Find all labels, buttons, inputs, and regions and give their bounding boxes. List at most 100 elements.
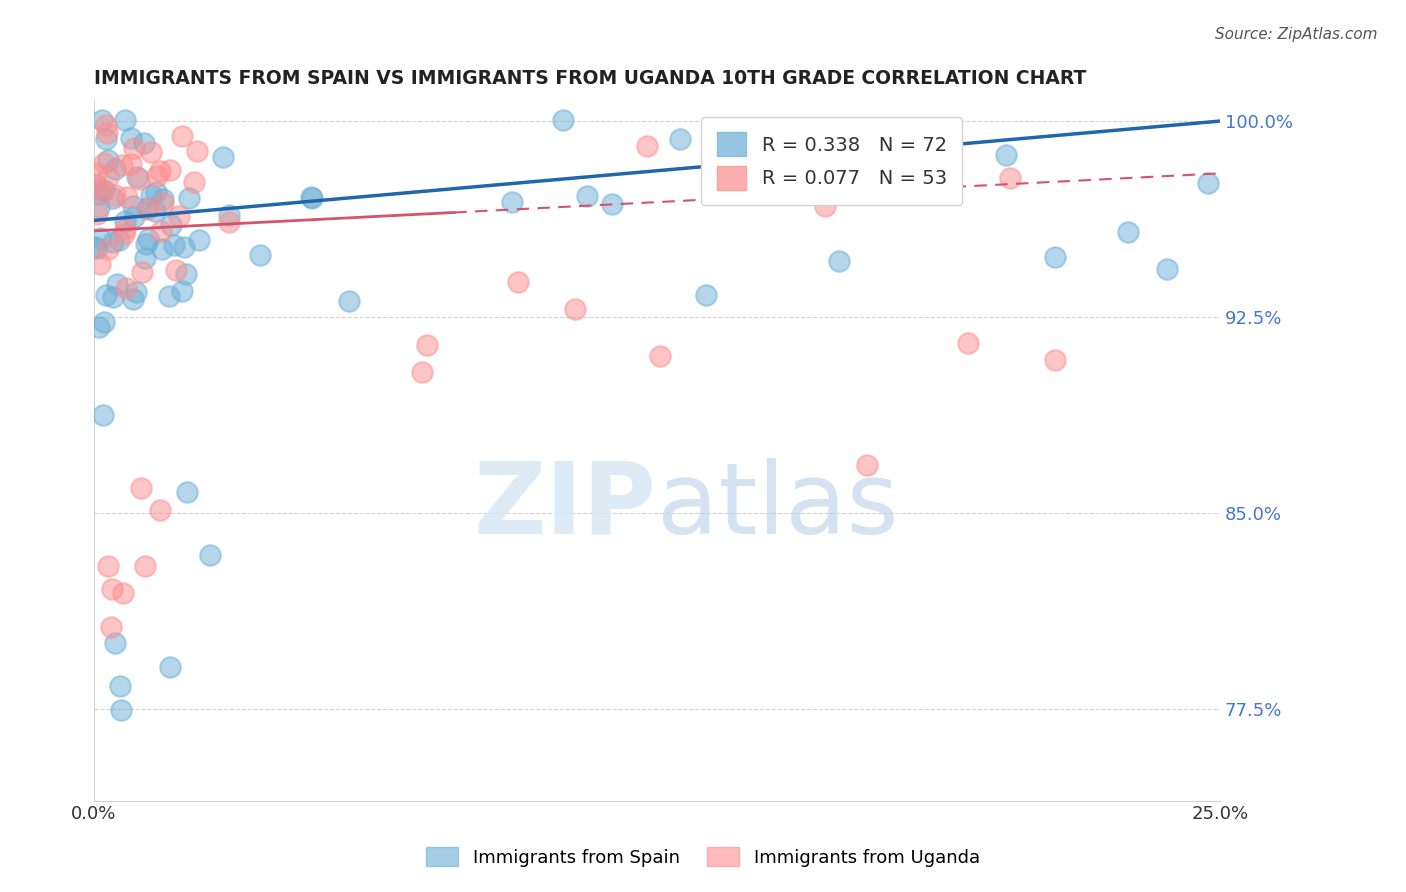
Legend: Immigrants from Spain, Immigrants from Uganda: Immigrants from Spain, Immigrants from U… — [419, 840, 987, 874]
Immigrants from Spain — [695, 288, 717, 302]
Immigrants from Spain — [173, 240, 195, 254]
Immigrants from Spain — [188, 234, 211, 248]
Immigrants from Spain — [157, 289, 180, 303]
Immigrants from Uganda — [856, 458, 879, 472]
Immigrants from Uganda — [165, 263, 187, 277]
Immigrants from Spain — [828, 254, 851, 268]
Immigrants from Spain — [143, 203, 166, 218]
Immigrants from Spain — [212, 150, 235, 164]
Immigrants from Uganda — [790, 152, 813, 166]
Immigrants from Uganda — [636, 139, 658, 153]
Immigrants from Uganda — [145, 169, 167, 183]
Immigrants from Spain — [105, 277, 128, 291]
Immigrants from Uganda — [97, 242, 120, 256]
Immigrants from Spain — [91, 112, 114, 127]
Immigrants from Uganda — [650, 349, 672, 363]
Immigrants from Spain — [104, 161, 127, 176]
Immigrants from Spain — [163, 237, 186, 252]
Immigrants from Uganda — [150, 224, 173, 238]
Immigrants from Spain — [139, 188, 162, 202]
Immigrants from Spain — [994, 148, 1017, 162]
Immigrants from Spain — [121, 292, 143, 306]
Legend: R = 0.338   N = 72, R = 0.077   N = 53: R = 0.338 N = 72, R = 0.077 N = 53 — [702, 117, 962, 205]
Immigrants from Spain — [299, 190, 322, 204]
Immigrants from Spain — [84, 178, 107, 192]
Immigrants from Uganda — [416, 338, 439, 352]
Immigrants from Uganda — [506, 275, 529, 289]
Immigrants from Spain — [301, 191, 323, 205]
Immigrants from Spain — [104, 636, 127, 650]
Immigrants from Spain — [125, 170, 148, 185]
Immigrants from Spain — [179, 191, 201, 205]
Immigrants from Uganda — [1043, 353, 1066, 368]
Immigrants from Uganda — [183, 175, 205, 189]
Immigrants from Uganda — [131, 265, 153, 279]
Immigrants from Uganda — [97, 559, 120, 574]
Immigrants from Spain — [89, 319, 111, 334]
Immigrants from Spain — [101, 191, 124, 205]
Immigrants from Spain — [200, 548, 222, 562]
Immigrants from Spain — [93, 315, 115, 329]
Immigrants from Spain — [110, 703, 132, 717]
Immigrants from Uganda — [131, 481, 153, 495]
Immigrants from Uganda — [112, 586, 135, 600]
Immigrants from Spain — [83, 240, 105, 254]
Immigrants from Uganda — [169, 210, 191, 224]
Immigrants from Spain — [132, 136, 155, 151]
Immigrants from Uganda — [814, 199, 837, 213]
Immigrants from Uganda — [186, 144, 208, 158]
Immigrants from Spain — [136, 232, 159, 246]
Immigrants from Spain — [501, 194, 523, 209]
Immigrants from Spain — [160, 219, 183, 233]
Immigrants from Uganda — [96, 118, 118, 132]
Immigrants from Spain — [768, 123, 790, 137]
Immigrants from Uganda — [957, 336, 980, 351]
Immigrants from Uganda — [111, 158, 134, 172]
Immigrants from Spain — [1045, 250, 1067, 264]
Immigrants from Spain — [176, 485, 198, 500]
Immigrants from Uganda — [115, 189, 138, 203]
Immigrants from Uganda — [135, 202, 157, 216]
Immigrants from Uganda — [149, 164, 172, 178]
Immigrants from Uganda — [115, 281, 138, 295]
Immigrants from Uganda — [218, 215, 240, 229]
Immigrants from Spain — [89, 231, 111, 245]
Immigrants from Uganda — [139, 145, 162, 159]
Immigrants from Spain — [101, 235, 124, 249]
Text: IMMIGRANTS FROM SPAIN VS IMMIGRANTS FROM UGANDA 10TH GRADE CORRELATION CHART: IMMIGRANTS FROM SPAIN VS IMMIGRANTS FROM… — [94, 69, 1087, 87]
Immigrants from Spain — [1197, 176, 1219, 190]
Immigrants from Spain — [108, 679, 131, 693]
Immigrants from Uganda — [149, 503, 172, 517]
Immigrants from Spain — [97, 153, 120, 168]
Immigrants from Spain — [176, 267, 198, 281]
Immigrants from Spain — [172, 284, 194, 298]
Immigrants from Spain — [125, 285, 148, 299]
Text: Source: ZipAtlas.com: Source: ZipAtlas.com — [1215, 27, 1378, 42]
Immigrants from Uganda — [564, 301, 586, 316]
Immigrants from Uganda — [96, 127, 118, 141]
Immigrants from Uganda — [93, 156, 115, 170]
Immigrants from Spain — [93, 183, 115, 197]
Immigrants from Spain — [103, 290, 125, 304]
Immigrants from Uganda — [114, 227, 136, 242]
Immigrants from Spain — [669, 132, 692, 146]
Immigrants from Spain — [551, 113, 574, 128]
Immigrants from Spain — [145, 185, 167, 199]
Immigrants from Uganda — [91, 186, 114, 200]
Immigrants from Spain — [218, 208, 240, 222]
Immigrants from Spain — [87, 201, 110, 215]
Immigrants from Uganda — [128, 172, 150, 186]
Immigrants from Spain — [114, 214, 136, 228]
Immigrants from Spain — [136, 201, 159, 215]
Immigrants from Spain — [121, 199, 143, 213]
Immigrants from Spain — [821, 123, 844, 137]
Immigrants from Spain — [249, 248, 271, 262]
Immigrants from Spain — [150, 242, 173, 256]
Immigrants from Spain — [135, 237, 157, 252]
Immigrants from Spain — [1156, 262, 1178, 277]
Immigrants from Uganda — [100, 620, 122, 634]
Immigrants from Spain — [94, 287, 117, 301]
Immigrants from Spain — [114, 113, 136, 128]
Immigrants from Spain — [337, 294, 360, 309]
Immigrants from Uganda — [114, 222, 136, 236]
